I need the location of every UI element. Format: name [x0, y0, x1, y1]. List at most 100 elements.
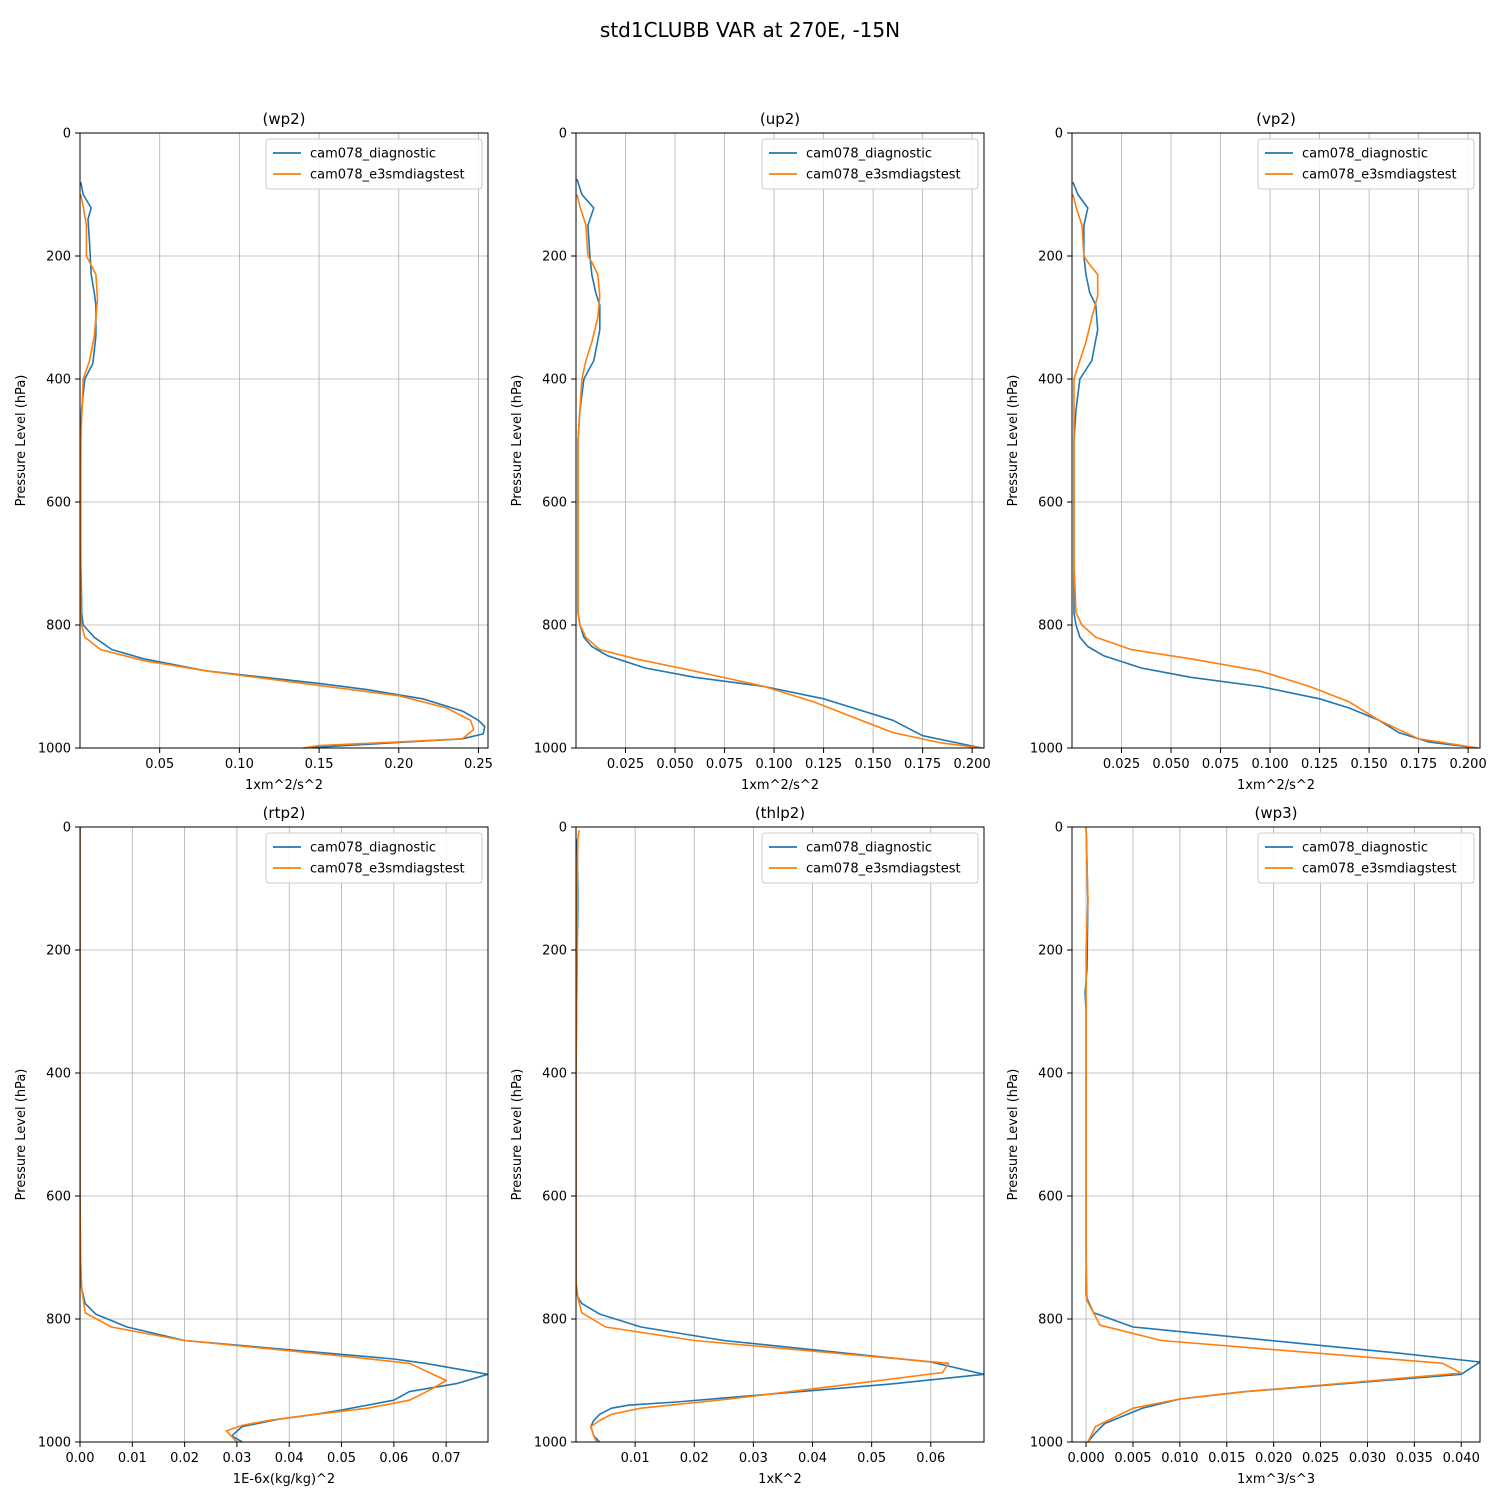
- legend-label: cam078_diagnostic: [1302, 147, 1428, 162]
- x-tick-label: 0.050: [656, 757, 693, 772]
- x-tick-label: 0.150: [854, 757, 891, 772]
- x-tick-label: 0.04: [798, 1451, 827, 1466]
- x-tick-label: 0.01: [621, 1451, 650, 1466]
- series-line-cam078_e3smdiagstest: [1085, 827, 1462, 1442]
- legend-label: cam078_e3smdiagstest: [1302, 862, 1457, 877]
- y-axis-label: Pressure Level (hPa): [1006, 1069, 1021, 1201]
- x-tick-label: 0.020: [1255, 1451, 1292, 1466]
- y-tick-label: 200: [542, 250, 567, 265]
- x-tick-label: 0.025: [607, 757, 644, 772]
- x-tick-label: 0.040: [1443, 1451, 1480, 1466]
- legend-label: cam078_diagnostic: [806, 841, 932, 856]
- y-tick-label: 800: [1038, 1313, 1063, 1328]
- y-tick-label: 400: [542, 373, 567, 388]
- x-tick-label: 0.06: [916, 1451, 945, 1466]
- panel-title: (up2): [760, 110, 800, 128]
- legend-label: cam078_diagnostic: [806, 147, 932, 162]
- series-group: [80, 182, 486, 748]
- y-tick-label: 400: [46, 373, 71, 388]
- y-tick-label: 600: [542, 496, 567, 511]
- x-tick-label: 0.075: [706, 757, 743, 772]
- x-tick-label: 0.06: [379, 1451, 408, 1466]
- legend-box: [265, 832, 483, 884]
- legend: cam078_diagnostic cam078_e3smdiagstest: [761, 138, 979, 190]
- axes-frame: [79, 132, 489, 749]
- x-tick-label: 0.005: [1114, 1451, 1151, 1466]
- legend-label: cam078_e3smdiagstest: [310, 168, 465, 183]
- x-tick-label: 0.075: [1202, 757, 1239, 772]
- series-line-cam078_e3smdiagstest: [80, 827, 448, 1442]
- x-tick-label: 0.03: [739, 1451, 768, 1466]
- y-tick-label: 800: [542, 1313, 567, 1328]
- y-tick-label: 400: [542, 1067, 567, 1082]
- x-tick-label: 0.02: [680, 1451, 709, 1466]
- y-tick-label: 1000: [534, 1436, 567, 1451]
- y-tick-label: 200: [46, 944, 71, 959]
- y-tick-label: 200: [1038, 944, 1063, 959]
- x-tick-label: 0.02: [170, 1451, 199, 1466]
- y-tick-label: 200: [46, 250, 71, 265]
- y-axis-label: Pressure Level (hPa): [510, 375, 525, 507]
- series-group: [576, 178, 983, 748]
- x-tick-label: 0.05: [327, 1451, 356, 1466]
- legend: cam078_diagnostic cam078_e3smdiagstest: [1257, 832, 1475, 884]
- x-tick-label: 0.025: [1103, 757, 1140, 772]
- y-axis-label: Pressure Level (hPa): [1006, 375, 1021, 507]
- panel-title: (wp3): [1254, 804, 1297, 822]
- series-line-cam078_diagnostic: [1072, 181, 1479, 748]
- legend: cam078_diagnostic cam078_e3smdiagstest: [761, 832, 979, 884]
- y-tick-label: 800: [542, 619, 567, 634]
- series-line-cam078_e3smdiagstest: [1072, 194, 1479, 748]
- legend-box: [1257, 832, 1475, 884]
- panel-1: 0.05 0.10 0.15 0.20 0.25 0 200 400 600 800 1000 (wp…: [14, 110, 493, 793]
- y-tick-label: 800: [46, 1313, 71, 1328]
- y-tick-label: 0: [1055, 127, 1063, 142]
- axes-frame: [1071, 132, 1481, 749]
- y-tick-label: 200: [1038, 250, 1063, 265]
- y-tick-label: 1000: [38, 742, 71, 757]
- x-tick-label: 0.125: [805, 757, 842, 772]
- panel-2: 0.025 0.050 0.075 0.100 0.125 0.150 0.175 0.200…: [510, 110, 991, 793]
- x-tick-label: 0.175: [904, 757, 941, 772]
- x-axis-label: 1xm^3/s^3: [1237, 1472, 1315, 1487]
- panel-title: (vp2): [1256, 110, 1296, 128]
- legend-label: cam078_diagnostic: [310, 147, 436, 162]
- legend-box: [761, 832, 979, 884]
- y-tick-label: 1000: [1030, 742, 1063, 757]
- y-tick-label: 600: [1038, 496, 1063, 511]
- y-tick-label: 400: [1038, 1067, 1063, 1082]
- x-tick-label: 0.04: [275, 1451, 304, 1466]
- series-group: [1072, 181, 1479, 748]
- x-tick-label: 0.10: [225, 757, 254, 772]
- axes-frame: [79, 826, 489, 1443]
- panel-6: 0.000 0.005 0.010 0.015 0.020 0.025 0.030 0.035…: [1006, 804, 1481, 1487]
- y-tick-label: 0: [63, 821, 71, 836]
- x-tick-label: 0.175: [1400, 757, 1437, 772]
- x-tick-label: 0.200: [954, 757, 991, 772]
- series-line-cam078_e3smdiagstest: [576, 829, 950, 1442]
- legend-label: cam078_e3smdiagstest: [806, 862, 961, 877]
- y-tick-label: 200: [542, 944, 567, 959]
- legend-box: [1257, 138, 1475, 190]
- y-tick-label: 1000: [1030, 1436, 1063, 1451]
- panel-title: (thlp2): [755, 804, 805, 822]
- legend-label: cam078_diagnostic: [310, 841, 436, 856]
- x-tick-label: 0.035: [1396, 1451, 1433, 1466]
- legend-box: [761, 138, 979, 190]
- x-axis-label: 1E-6x(kg/kg)^2: [233, 1472, 335, 1487]
- y-tick-label: 1000: [534, 742, 567, 757]
- panel-5: 0.01 0.02 0.03 0.04 0.05 0.06 0 200 400 600 800 100…: [510, 804, 985, 1487]
- x-tick-label: 0.100: [1251, 757, 1288, 772]
- y-tick-label: 0: [559, 127, 567, 142]
- figure-title: std1CLUBB VAR at 270E, -15N: [600, 18, 900, 42]
- x-tick-label: 0.025: [1302, 1451, 1339, 1466]
- y-tick-label: 400: [1038, 373, 1063, 388]
- y-tick-label: 0: [559, 821, 567, 836]
- x-tick-label: 0.20: [384, 757, 413, 772]
- axes-frame: [1071, 826, 1481, 1443]
- x-axis-label: 1xm^2/s^2: [1237, 778, 1315, 793]
- x-axis-label: 1xm^2/s^2: [741, 778, 819, 793]
- x-axis-label: 1xm^2/s^2: [245, 778, 323, 793]
- x-tick-label: 0.00: [66, 1451, 95, 1466]
